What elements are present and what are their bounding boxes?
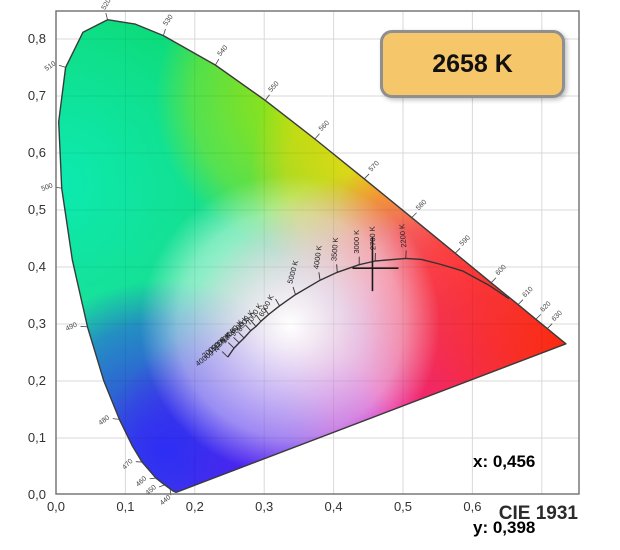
svg-text:0,2: 0,2 — [186, 499, 204, 514]
svg-text:530: 530 — [162, 14, 174, 28]
svg-text:600: 600 — [495, 264, 508, 277]
svg-text:610: 610 — [522, 286, 535, 299]
svg-text:490: 490 — [65, 321, 79, 332]
planckian-locus — [227, 257, 510, 358]
svg-text:0,8: 0,8 — [28, 31, 46, 46]
axis-tick-labels: 0,0 0,1 0,2 0,3 0,4 0,5 0,6 0,0 0,1 0,2 0,3 0,4 0,5 0… — [28, 31, 482, 514]
spectral-locus-outline — [58, 19, 567, 493]
svg-text:0,4: 0,4 — [28, 259, 46, 274]
svg-text:4000 K: 4000 K — [311, 245, 323, 270]
svg-text:0,7: 0,7 — [28, 88, 46, 103]
diagram-title: CIE 1931 — [498, 503, 578, 524]
svg-text:540: 540 — [217, 44, 230, 58]
svg-text:0,3: 0,3 — [255, 499, 273, 514]
svg-text:450: 450 — [145, 484, 159, 497]
svg-text:0,1: 0,1 — [116, 499, 134, 514]
svg-text:480: 480 — [98, 414, 112, 427]
svg-text:0,1: 0,1 — [28, 430, 46, 445]
svg-text:0,6: 0,6 — [463, 499, 481, 514]
svg-text:0,5: 0,5 — [394, 499, 412, 514]
x-coordinate-value: x: 0,456 — [473, 452, 536, 471]
svg-text:560: 560 — [318, 120, 331, 133]
svg-text:0,5: 0,5 — [28, 202, 46, 217]
plot-border — [55, 10, 580, 495]
svg-text:460: 460 — [135, 475, 148, 488]
svg-text:0,6: 0,6 — [28, 145, 46, 160]
svg-text:0,2: 0,2 — [28, 373, 46, 388]
svg-text:3500 K: 3500 K — [329, 237, 340, 261]
cct-badge-label: 2658 K — [432, 49, 513, 78]
svg-text:0,0: 0,0 — [47, 499, 65, 514]
svg-text:520: 520 — [101, 0, 113, 11]
svg-text:440: 440 — [159, 494, 173, 507]
svg-text:3000 K: 3000 K — [352, 230, 361, 254]
svg-text:0,0: 0,0 — [28, 487, 46, 502]
coordinate-readout: x: 0,456 y: 0,398 — [473, 407, 535, 550]
svg-text:0,3: 0,3 — [28, 316, 46, 331]
cct-badge: 2658 K — [380, 30, 565, 98]
svg-text:470: 470 — [121, 458, 134, 471]
svg-text:550: 550 — [268, 80, 281, 93]
svg-text:0,4: 0,4 — [325, 499, 343, 514]
svg-text:2200 K: 2200 K — [397, 224, 408, 248]
svg-text:500: 500 — [40, 182, 53, 193]
y-coordinate-value: y: 0,398 — [473, 518, 536, 537]
svg-text:590: 590 — [459, 234, 472, 247]
svg-text:630: 630 — [551, 310, 564, 323]
svg-text:570: 570 — [368, 160, 381, 173]
selected-point-marker[interactable] — [352, 237, 399, 292]
